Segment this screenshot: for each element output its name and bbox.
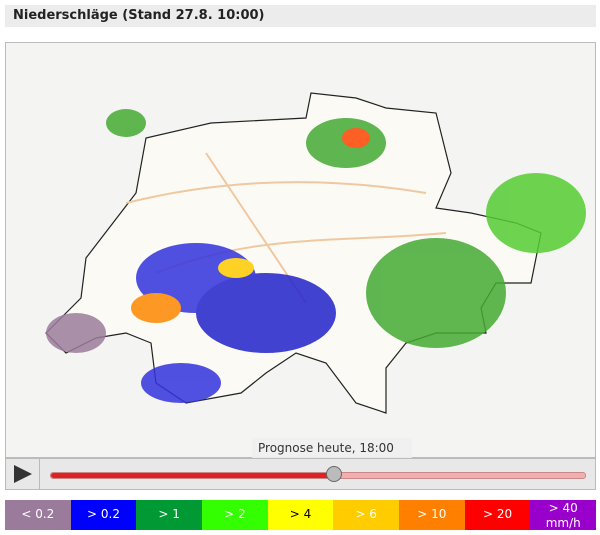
radar-echoes: [46, 109, 586, 403]
legend-label: > 10: [417, 507, 447, 521]
legend-item: > 2: [202, 500, 268, 530]
legend-label: > 1: [158, 507, 180, 521]
legend-label: > 0.2: [87, 507, 120, 521]
forecast-caption: Prognose heute, 18:00: [252, 438, 412, 458]
time-slider[interactable]: [50, 472, 586, 479]
legend-item: < 0.2: [5, 500, 71, 530]
legend-item: > 20: [464, 500, 531, 530]
slider-progress: [51, 473, 335, 478]
slider-knob[interactable]: [326, 466, 342, 482]
legend-label: < 0.2: [21, 507, 55, 521]
legend-item: > 1: [136, 500, 203, 530]
legend-unit: mm/h: [545, 516, 581, 530]
play-button[interactable]: [6, 459, 40, 489]
radar-map: [5, 42, 596, 458]
legend: < 0.2 > 0.2 > 1 > 2 > 4 > 6 > 10 > 20 > 40 mm/h: [5, 500, 597, 530]
legend-label: > 40: [548, 501, 578, 515]
title-bar: Niederschläge (Stand 27.8. 10:00): [5, 5, 596, 27]
legend-item: > 4: [267, 500, 334, 530]
legend-item: > 10: [399, 500, 465, 530]
player-controls: [5, 458, 596, 490]
legend-label: > 6: [355, 507, 377, 521]
legend-item: > 0.2: [70, 500, 137, 530]
legend-label: > 20: [482, 507, 513, 521]
legend-label: > 4: [289, 507, 312, 521]
legend-item: > 6: [333, 500, 400, 530]
map-graphic: [45, 92, 586, 414]
legend-item: > 40 mm/h: [530, 500, 597, 530]
legend-label: > 2: [224, 507, 246, 521]
